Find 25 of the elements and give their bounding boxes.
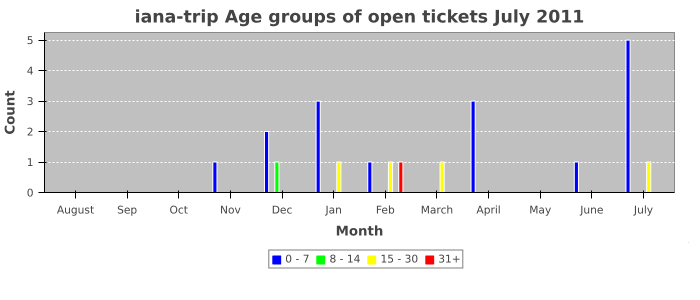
- y-tick-label: 1: [26, 156, 34, 170]
- legend-label: 8 - 14: [329, 252, 360, 266]
- x-tick-label: Jan: [324, 204, 342, 216]
- legend-label: 0 - 7: [285, 252, 310, 266]
- y-tick-label: 3: [26, 95, 34, 108]
- y-tick-label: 5: [26, 34, 34, 48]
- x-tick-label: May: [529, 204, 552, 216]
- chart-title: iana-trip Age groups of open tickets July 2011: [134, 8, 584, 28]
- x-tick-label: March: [420, 204, 454, 216]
- x-tick-label: Sep: [117, 204, 138, 216]
- x-tick-label: August: [56, 204, 94, 216]
- x-tick-label: Dec: [272, 204, 292, 216]
- y-tick-label: 0: [26, 186, 34, 200]
- x-axis-title: Month: [336, 224, 384, 240]
- y-tick-label: 2: [26, 126, 34, 139]
- x-tick-label: Nov: [220, 204, 241, 216]
- y-axis-title: Count: [4, 90, 19, 135]
- legend-label: 31+: [438, 252, 461, 266]
- x-tick-label: April: [476, 204, 501, 216]
- x-tick-label: Feb: [376, 204, 395, 216]
- x-tick-label: June: [579, 204, 604, 216]
- legend-label: 15 - 30: [380, 252, 418, 266]
- x-tick-label: Oct: [170, 204, 188, 216]
- y-tick-label: 4: [26, 64, 34, 78]
- x-tick-label: July: [632, 204, 654, 216]
